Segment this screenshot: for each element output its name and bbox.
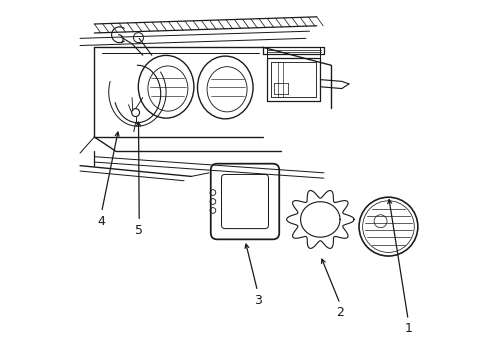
Text: 2: 2: [336, 306, 344, 319]
Text: 5: 5: [135, 224, 143, 237]
Text: 3: 3: [254, 294, 262, 307]
Text: 1: 1: [404, 322, 412, 335]
Text: 4: 4: [98, 215, 105, 228]
